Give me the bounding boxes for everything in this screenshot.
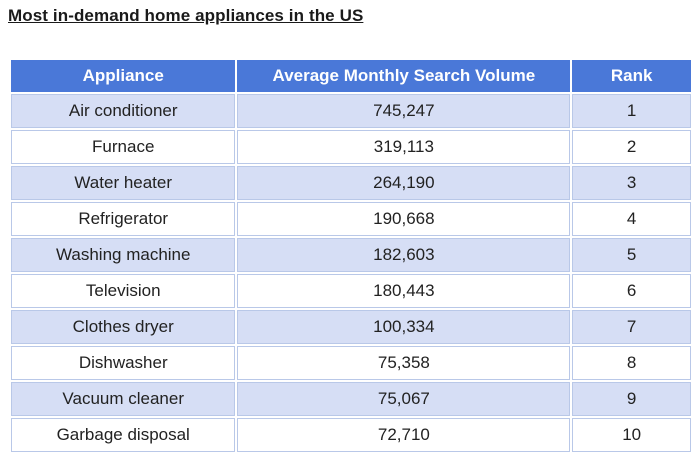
table-row: Water heater 264,190 3 — [11, 166, 691, 200]
appliance-cell: Television — [11, 274, 236, 308]
column-header-appliance: Appliance — [11, 60, 236, 92]
search-volume-cell: 264,190 — [237, 166, 571, 200]
table-row: Air conditioner 745,247 1 — [11, 94, 691, 128]
appliance-cell: Vacuum cleaner — [11, 382, 236, 416]
rank-cell: 8 — [572, 346, 691, 380]
rank-cell: 10 — [572, 418, 691, 452]
table-row: Furnace 319,113 2 — [11, 130, 691, 164]
column-header-rank: Rank — [572, 60, 691, 92]
search-volume-cell: 75,067 — [237, 382, 571, 416]
table-row: Vacuum cleaner 75,067 9 — [11, 382, 691, 416]
appliance-table: Appliance Average Monthly Search Volume … — [9, 58, 693, 454]
appliance-cell: Garbage disposal — [11, 418, 236, 452]
table-row: Television 180,443 6 — [11, 274, 691, 308]
appliance-cell: Washing machine — [11, 238, 236, 272]
search-volume-cell: 182,603 — [237, 238, 571, 272]
rank-cell: 3 — [572, 166, 691, 200]
appliance-cell: Dishwasher — [11, 346, 236, 380]
search-volume-cell: 100,334 — [237, 310, 571, 344]
table-row: Refrigerator 190,668 4 — [11, 202, 691, 236]
rank-cell: 6 — [572, 274, 691, 308]
search-volume-cell: 72,710 — [237, 418, 571, 452]
table-row: Washing machine 182,603 5 — [11, 238, 691, 272]
appliance-cell: Clothes dryer — [11, 310, 236, 344]
rank-cell: 9 — [572, 382, 691, 416]
search-volume-cell: 180,443 — [237, 274, 571, 308]
table-header-row: Appliance Average Monthly Search Volume … — [11, 60, 691, 92]
table-row: Garbage disposal 72,710 10 — [11, 418, 691, 452]
rank-cell: 7 — [572, 310, 691, 344]
appliance-cell: Refrigerator — [11, 202, 236, 236]
table-row: Dishwasher 75,358 8 — [11, 346, 691, 380]
table-row: Clothes dryer 100,334 7 — [11, 310, 691, 344]
search-volume-cell: 319,113 — [237, 130, 571, 164]
search-volume-cell: 75,358 — [237, 346, 571, 380]
appliance-cell: Furnace — [11, 130, 236, 164]
rank-cell: 5 — [572, 238, 691, 272]
page-title: Most in-demand home appliances in the US — [8, 6, 364, 25]
appliance-cell: Water heater — [11, 166, 236, 200]
search-volume-cell: 745,247 — [237, 94, 571, 128]
column-header-search-volume: Average Monthly Search Volume — [237, 60, 571, 92]
rank-cell: 1 — [572, 94, 691, 128]
rank-cell: 4 — [572, 202, 691, 236]
appliance-cell: Air conditioner — [11, 94, 236, 128]
search-volume-cell: 190,668 — [237, 202, 571, 236]
rank-cell: 2 — [572, 130, 691, 164]
